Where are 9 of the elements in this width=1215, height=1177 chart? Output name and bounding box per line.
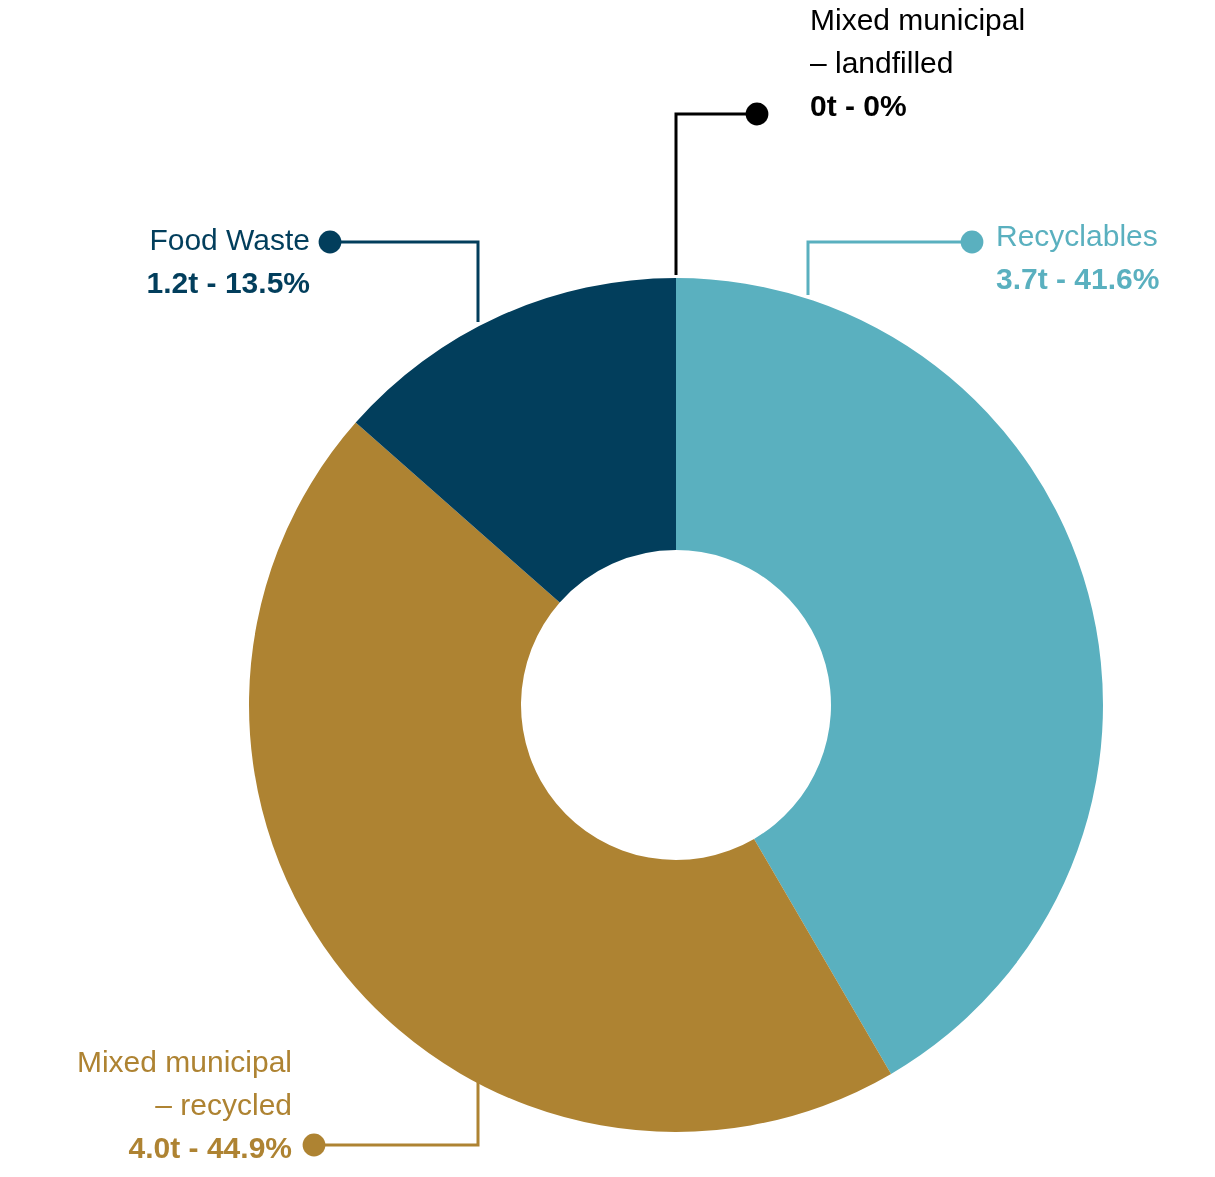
legend-label: Recyclables bbox=[996, 219, 1158, 252]
text: 3.7t - 41.6% bbox=[996, 262, 1160, 295]
text: 0t - 0% bbox=[810, 89, 907, 122]
category-label: Mixed municipal – landfilled bbox=[810, 3, 1026, 79]
slice-label: Mixed municipal – recycled bbox=[76, 1045, 292, 1121]
donut-slice bbox=[355, 278, 676, 603]
slice-label: Food Waste bbox=[149, 223, 310, 256]
text: 4.0t - 44.9% bbox=[128, 1131, 292, 1164]
text: 1.2t - 13.5% bbox=[146, 266, 310, 299]
